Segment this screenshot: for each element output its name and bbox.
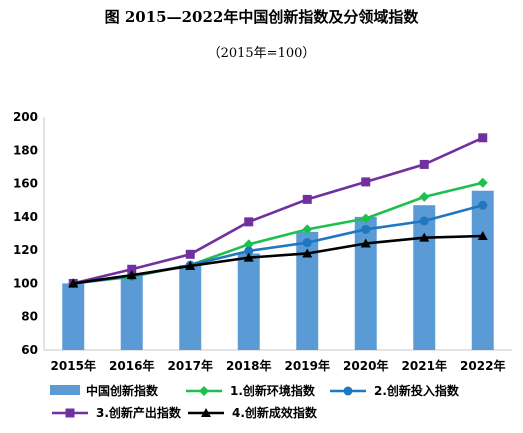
chart-subtitle: （2015年=100） bbox=[207, 46, 316, 61]
series-point bbox=[477, 230, 488, 240]
x-tick-label: 2019年 bbox=[285, 358, 330, 373]
legend-marker bbox=[343, 386, 353, 396]
x-tick-label: 2022年 bbox=[460, 358, 505, 373]
series-point bbox=[478, 200, 488, 210]
series-point bbox=[302, 224, 313, 235]
series-point bbox=[68, 278, 79, 288]
series-point bbox=[244, 246, 254, 256]
series-point bbox=[477, 177, 488, 188]
y-tick-label: 120 bbox=[13, 243, 38, 257]
series-point bbox=[185, 260, 196, 270]
y-tick-label: 200 bbox=[13, 110, 38, 124]
series-line bbox=[73, 234, 483, 285]
series-point bbox=[419, 216, 429, 226]
legend-marker bbox=[65, 408, 75, 418]
bar bbox=[179, 265, 202, 350]
y-tick-label: 100 bbox=[13, 276, 38, 290]
y-tick-label: 140 bbox=[13, 210, 38, 224]
legend-label: 1.创新环境指数 bbox=[230, 383, 316, 398]
series-point bbox=[361, 224, 371, 234]
bar bbox=[62, 283, 85, 350]
series-point bbox=[419, 232, 430, 242]
series-point bbox=[126, 270, 137, 280]
series-point bbox=[302, 194, 312, 204]
bar bbox=[413, 205, 436, 350]
legend-label: 中国创新指数 bbox=[86, 383, 159, 398]
x-tick-label: 2015年 bbox=[51, 358, 96, 373]
series-point bbox=[243, 252, 254, 262]
x-tick-label: 2016年 bbox=[109, 358, 154, 373]
legend-marker bbox=[199, 386, 209, 396]
bar bbox=[471, 190, 494, 350]
series-point bbox=[243, 239, 254, 250]
x-tick-label: 2021年 bbox=[402, 358, 447, 373]
series-point bbox=[302, 248, 313, 258]
series-line bbox=[72, 136, 484, 285]
x-tick-label: 2017年 bbox=[168, 358, 213, 373]
legend-marker bbox=[201, 408, 211, 417]
bar bbox=[296, 231, 319, 350]
chart-title: 图 2015—2022年中国创新指数及分领域指数 bbox=[104, 8, 419, 26]
series-point bbox=[361, 177, 371, 187]
legend-swatch-bar bbox=[50, 385, 80, 395]
series-point bbox=[419, 191, 430, 202]
y-tick-label: 180 bbox=[13, 143, 38, 157]
series-point bbox=[360, 213, 371, 224]
series-point bbox=[185, 249, 195, 259]
legend-label: 2.创新投入指数 bbox=[374, 383, 460, 398]
y-tick-label: 80 bbox=[21, 310, 38, 324]
x-tick-label: 2018年 bbox=[226, 358, 271, 373]
x-tick-label: 2020年 bbox=[343, 358, 388, 373]
bar bbox=[120, 275, 143, 350]
series-point bbox=[478, 133, 488, 143]
series-point bbox=[360, 238, 371, 248]
series-point bbox=[419, 159, 429, 169]
y-tick-label: 160 bbox=[13, 177, 38, 191]
legend-label: 3.创新产出指数 bbox=[96, 405, 182, 420]
bar bbox=[354, 216, 377, 350]
legend-label: 4.创新成效指数 bbox=[232, 405, 318, 420]
y-tick-label: 60 bbox=[21, 343, 38, 357]
series-point bbox=[244, 217, 254, 227]
series-point bbox=[127, 264, 137, 274]
series-point bbox=[302, 238, 312, 248]
bar bbox=[237, 253, 260, 350]
